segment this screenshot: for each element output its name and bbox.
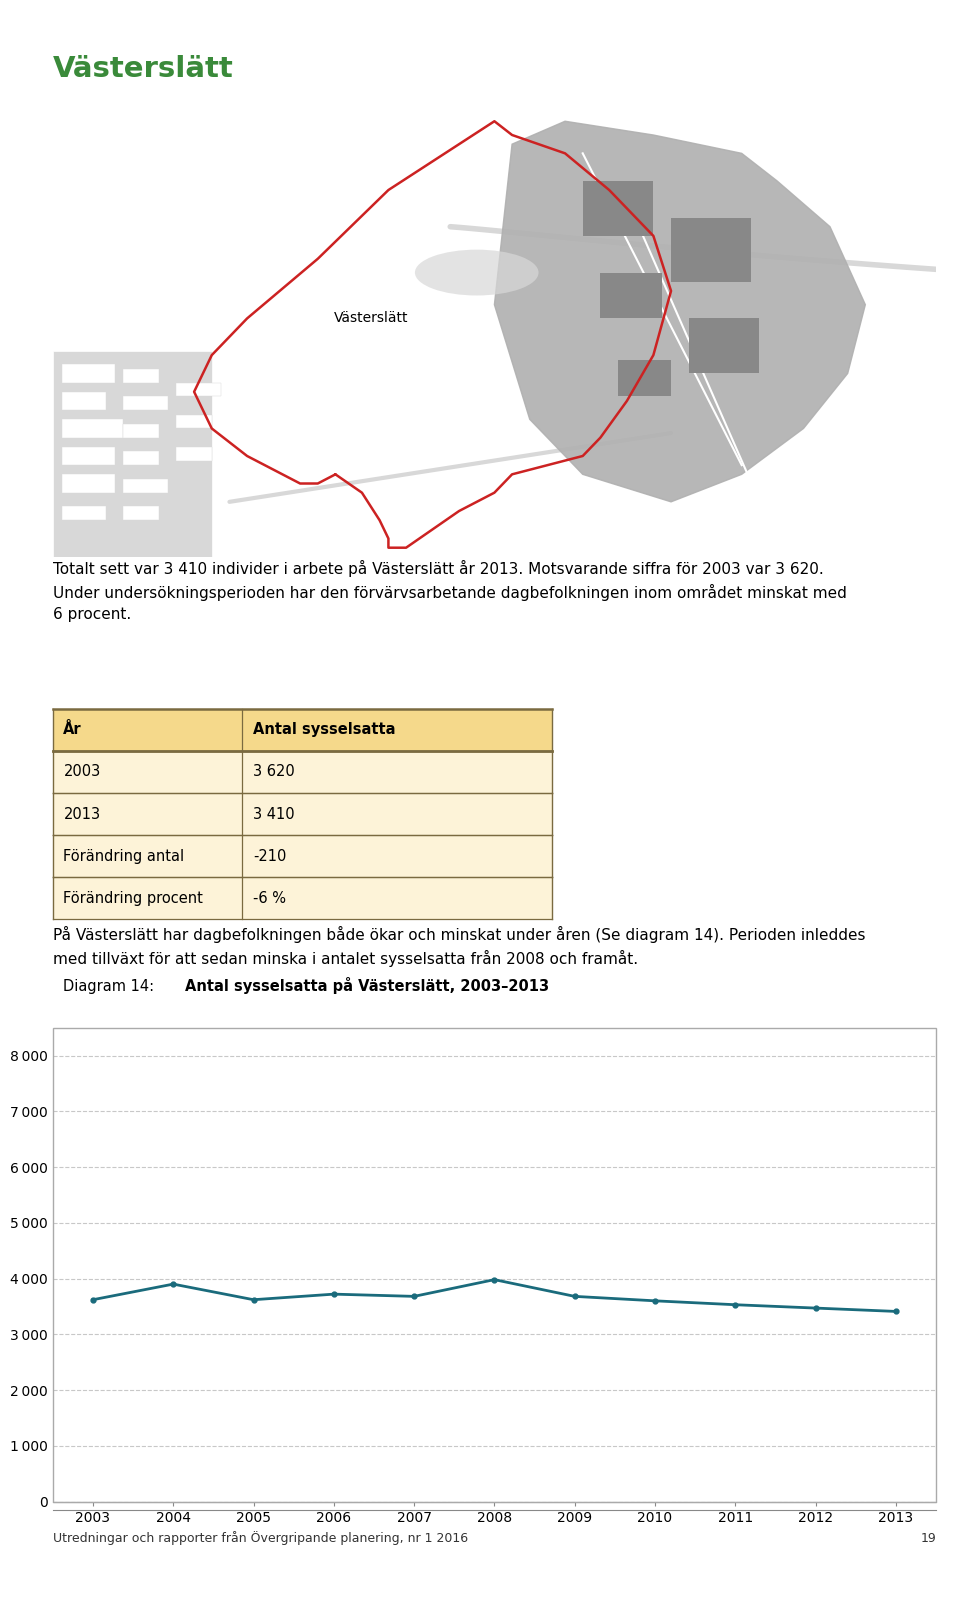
Bar bbox=[688, 319, 759, 373]
Bar bbox=[177, 415, 212, 428]
Bar bbox=[53, 835, 552, 877]
Bar bbox=[177, 383, 221, 396]
Text: 2003: 2003 bbox=[63, 764, 101, 779]
Bar bbox=[53, 351, 212, 557]
Text: 2013: 2013 bbox=[63, 806, 101, 822]
Bar bbox=[61, 393, 106, 410]
Text: Totalt sett var 3 410 individer i arbete på Västerslätt år 2013. Motsvarande sif: Totalt sett var 3 410 individer i arbete… bbox=[53, 560, 847, 621]
Text: -6 %: -6 % bbox=[253, 891, 286, 906]
Bar bbox=[53, 751, 552, 793]
Text: Västerslätt: Västerslätt bbox=[333, 312, 408, 325]
Bar bbox=[583, 180, 654, 237]
Text: Förändring antal: Förändring antal bbox=[63, 848, 184, 864]
Bar bbox=[124, 479, 168, 492]
Text: På Västerslätt har dagbefolkningen både ökar och minskat under åren (Se diagram : På Västerslätt har dagbefolkningen både … bbox=[53, 925, 865, 967]
Text: Antal sysselsatta på Västerslätt, 2003–2013: Antal sysselsatta på Västerslätt, 2003–2… bbox=[185, 978, 549, 994]
Bar bbox=[600, 272, 662, 319]
Bar bbox=[124, 507, 158, 520]
Bar bbox=[618, 360, 671, 396]
Bar bbox=[61, 364, 114, 383]
Text: 3 620: 3 620 bbox=[253, 764, 295, 779]
Bar bbox=[61, 475, 114, 492]
Bar bbox=[124, 368, 158, 383]
Bar bbox=[53, 877, 552, 919]
Bar bbox=[53, 793, 552, 835]
Text: Diagram 14:: Diagram 14: bbox=[63, 980, 159, 994]
Bar bbox=[177, 447, 212, 460]
Bar bbox=[61, 507, 106, 520]
Polygon shape bbox=[494, 121, 865, 502]
Bar bbox=[124, 452, 158, 465]
Text: Utredningar och rapporter från Övergripande planering, nr 1 2016: Utredningar och rapporter från Övergripa… bbox=[53, 1532, 468, 1546]
Bar bbox=[124, 396, 168, 410]
Text: Västerslätt: Västerslätt bbox=[53, 55, 233, 84]
Bar bbox=[124, 423, 158, 438]
Bar bbox=[671, 217, 751, 282]
Text: Förändring procent: Förändring procent bbox=[63, 891, 204, 906]
Ellipse shape bbox=[415, 249, 539, 296]
Text: 19: 19 bbox=[921, 1532, 936, 1545]
Text: Antal sysselsatta: Antal sysselsatta bbox=[253, 722, 396, 737]
Text: -210: -210 bbox=[253, 848, 286, 864]
Bar bbox=[61, 420, 124, 438]
Text: 3 410: 3 410 bbox=[253, 806, 295, 822]
Text: År: År bbox=[63, 722, 82, 737]
Bar bbox=[61, 447, 114, 465]
Bar bbox=[53, 708, 552, 751]
